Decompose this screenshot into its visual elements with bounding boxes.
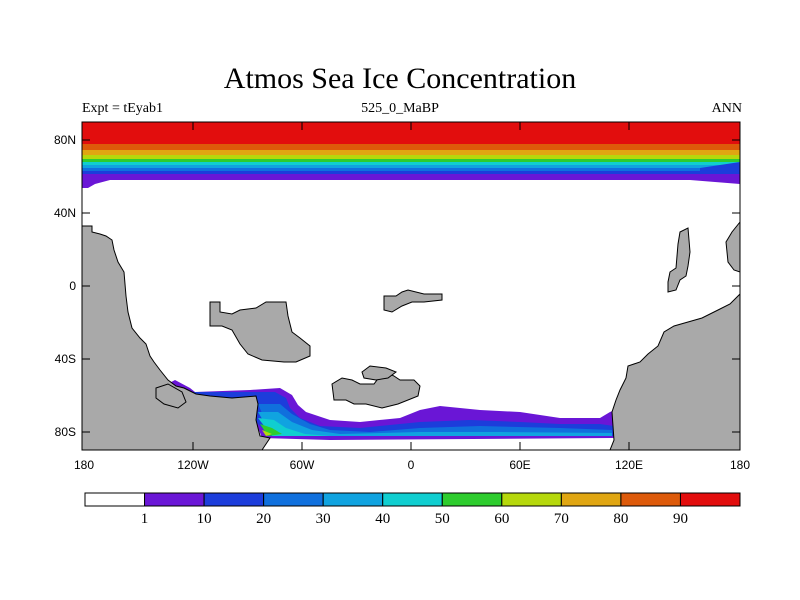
tick-marks	[82, 122, 740, 450]
lon-tick-label: 60W	[290, 458, 315, 472]
colorbar-label: 20	[256, 511, 271, 527]
lon-tick-label: 0	[408, 458, 415, 472]
colorbar-label: 1	[141, 511, 149, 527]
colorbar-swatch	[322, 492, 384, 507]
plot-title: Atmos Sea Ice Concentration	[223, 62, 577, 95]
arctic-ice-bands	[82, 122, 740, 188]
colorbar-label: 50	[435, 511, 450, 527]
colorbar-label: 90	[673, 511, 688, 527]
latitude-labels: 80N 40N 0 40S 80S	[54, 133, 76, 439]
colorbar-label: 40	[375, 511, 390, 527]
colorbar-swatch	[560, 492, 622, 507]
colorbar-swatch	[84, 492, 146, 507]
longitude-labels: 180 120W 60W 0 60E 120E 180	[74, 458, 750, 472]
season-label: ANN	[711, 101, 742, 116]
lon-tick-label: 180	[730, 458, 750, 472]
lat-tick-label: 40S	[55, 352, 76, 366]
lat-tick-label: 80N	[54, 133, 76, 147]
land-small-island	[361, 365, 398, 381]
colorbar-swatch	[679, 492, 741, 507]
land-east-strip	[725, 221, 740, 273]
period-label: 525_0_MaBP	[361, 101, 439, 116]
colorbar	[84, 492, 741, 507]
land-masses	[82, 221, 740, 450]
colorbar-swatch	[144, 492, 205, 507]
land-north-island	[383, 289, 443, 313]
colorbar-swatch	[203, 492, 265, 507]
land-eastern-continent	[609, 293, 740, 450]
lon-tick-label: 180	[74, 458, 94, 472]
colorbar-swatch	[441, 492, 503, 507]
colorbar-swatch	[501, 492, 562, 507]
colorbar-swatch	[263, 492, 324, 507]
land-east-island	[667, 227, 691, 293]
lat-tick-label: 80S	[55, 425, 76, 439]
colorbar-swatch	[382, 492, 443, 507]
colorbar-labels: 1 10 20 30 40 50 60 70 80 90	[141, 511, 688, 527]
colorbar-label: 60	[494, 511, 509, 527]
land-central-island	[209, 301, 311, 363]
lon-tick-label: 120E	[615, 458, 643, 472]
colorbar-label: 30	[316, 511, 331, 527]
land-west-island	[155, 383, 187, 409]
lon-tick-label: 120W	[177, 458, 209, 472]
lat-tick-label: 0	[69, 279, 76, 293]
land-south-island	[331, 371, 421, 409]
colorbar-label: 10	[197, 511, 212, 527]
colorbar-swatch	[620, 492, 681, 507]
lon-tick-label: 60E	[509, 458, 530, 472]
land-western-continent	[82, 225, 271, 450]
lat-tick-label: 40N	[54, 206, 76, 220]
colorbar-label: 80	[613, 511, 628, 527]
experiment-label: Expt = tEyab1	[82, 101, 163, 116]
colorbar-label: 70	[554, 511, 569, 527]
